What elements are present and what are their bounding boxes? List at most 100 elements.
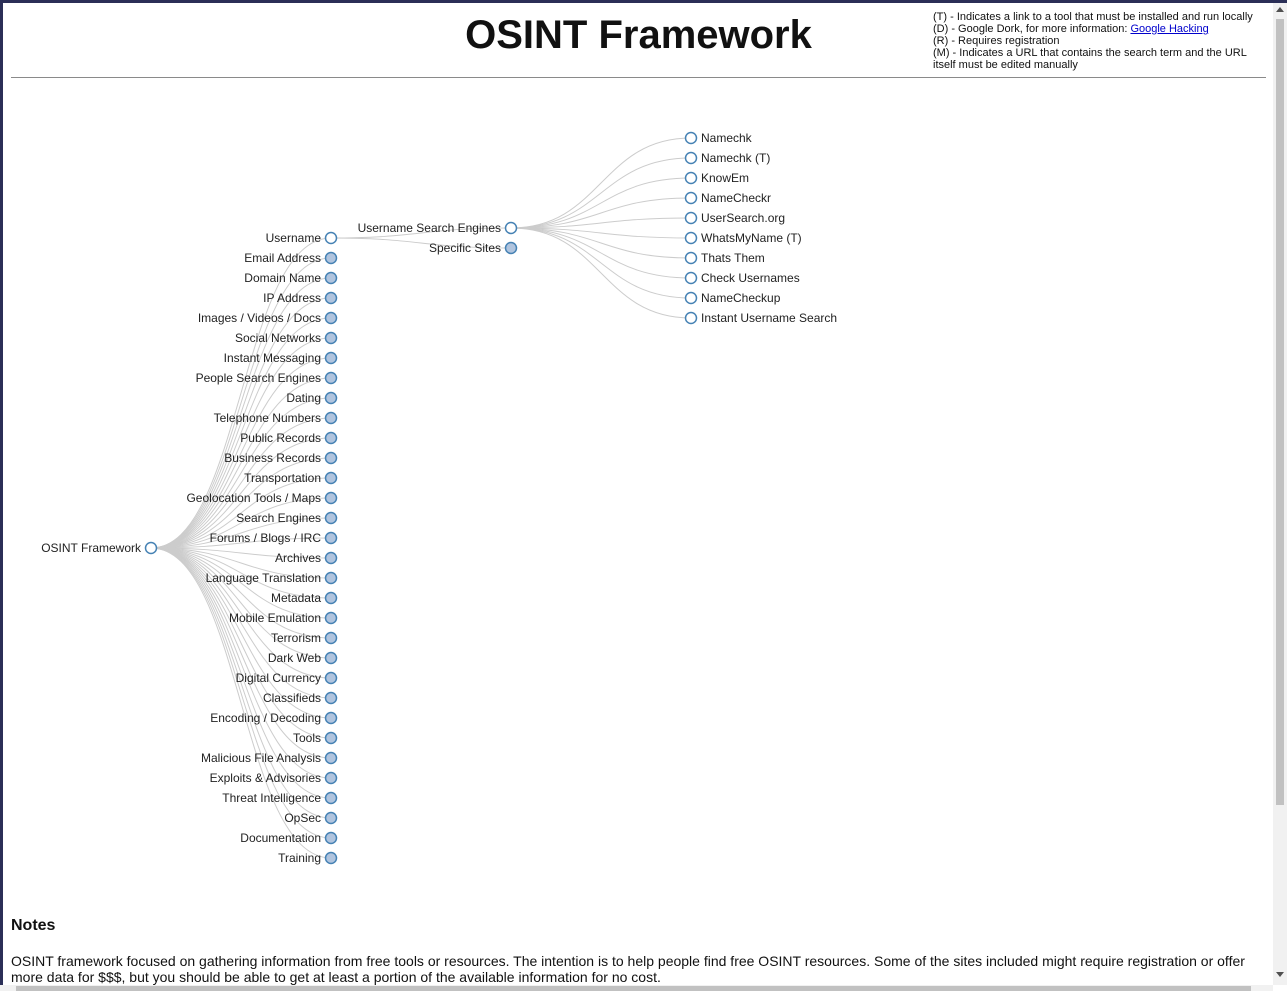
node-label[interactable]: IP Address — [263, 291, 321, 305]
tree-node-classifieds[interactable]: Classifieds — [263, 691, 338, 705]
node-circle-icon[interactable] — [324, 591, 338, 605]
node-circle-icon[interactable] — [324, 551, 338, 565]
node-circle-icon[interactable] — [684, 251, 698, 265]
tree-node-transportation[interactable]: Transportation — [244, 471, 338, 485]
vertical-scrollbar[interactable] — [1273, 3, 1287, 985]
node-label[interactable]: Language Translation — [206, 571, 321, 585]
node-label[interactable]: Business Records — [224, 451, 321, 465]
node-circle-icon[interactable] — [684, 291, 698, 305]
node-label[interactable]: Documentation — [240, 831, 321, 845]
tree-node-language-translation[interactable]: Language Translation — [206, 571, 338, 585]
tree-node-documentation[interactable]: Documentation — [240, 831, 338, 845]
vertical-scroll-thumb[interactable] — [1276, 19, 1284, 805]
node-label[interactable]: Threat Intelligence — [222, 791, 321, 805]
node-label[interactable]: People Search Engines — [196, 371, 321, 385]
node-circle-icon[interactable] — [144, 541, 158, 555]
tree-node-username-search-engines[interactable]: Username Search Engines — [358, 221, 518, 235]
tree-node-namechk[interactable]: Namechk — [684, 131, 753, 145]
tree-node-namecheckr[interactable]: NameCheckr — [684, 191, 772, 205]
node-label[interactable]: Instant Username Search — [701, 311, 837, 325]
node-label[interactable]: KnowEm — [701, 171, 749, 185]
node-circle-icon[interactable] — [684, 311, 698, 325]
node-circle-icon[interactable] — [324, 411, 338, 425]
node-label[interactable]: Username Search Engines — [358, 221, 501, 235]
node-circle-icon[interactable] — [684, 151, 698, 165]
tree-node-namechk-t[interactable]: Namechk (T) — [684, 151, 771, 165]
node-label[interactable]: Search Engines — [236, 511, 321, 525]
tree-node-whatsmyname-t[interactable]: WhatsMyName (T) — [684, 231, 802, 245]
node-circle-icon[interactable] — [324, 611, 338, 625]
node-label[interactable]: Check Usernames — [701, 271, 800, 285]
tree-node-images-videos-docs[interactable]: Images / Videos / Docs — [198, 311, 338, 325]
node-label[interactable]: Images / Videos / Docs — [198, 311, 321, 325]
node-label[interactable]: Dating — [286, 391, 321, 405]
node-circle-icon[interactable] — [324, 691, 338, 705]
node-label[interactable]: Dark Web — [268, 651, 321, 665]
node-label[interactable]: NameCheckup — [701, 291, 781, 305]
node-circle-icon[interactable] — [324, 651, 338, 665]
tree-node-terrorism[interactable]: Terrorism — [271, 631, 338, 645]
node-label[interactable]: Terrorism — [271, 631, 321, 645]
node-circle-icon[interactable] — [324, 291, 338, 305]
node-circle-icon[interactable] — [324, 431, 338, 445]
node-label[interactable]: OSINT Framework — [41, 541, 142, 555]
node-label[interactable]: Archives — [275, 551, 321, 565]
node-circle-icon[interactable] — [324, 731, 338, 745]
node-circle-icon[interactable] — [324, 271, 338, 285]
tree-node-exploits-advisories[interactable]: Exploits & Advisories — [210, 771, 338, 785]
node-label[interactable]: Thats Them — [701, 251, 765, 265]
node-label[interactable]: Exploits & Advisories — [210, 771, 321, 785]
tree-node-public-records[interactable]: Public Records — [240, 431, 338, 445]
node-circle-icon[interactable] — [684, 131, 698, 145]
node-label[interactable]: Username — [266, 231, 322, 245]
tree-node-knowem[interactable]: KnowEm — [684, 171, 750, 185]
node-circle-icon[interactable] — [324, 311, 338, 325]
node-label[interactable]: Public Records — [240, 431, 321, 445]
node-label[interactable]: Transportation — [244, 471, 321, 485]
tree-node-ip-address[interactable]: IP Address — [263, 291, 338, 305]
node-circle-icon[interactable] — [684, 271, 698, 285]
node-circle-icon[interactable] — [324, 711, 338, 725]
tree-node-threat-intelligence[interactable]: Threat Intelligence — [222, 791, 338, 805]
node-circle-icon[interactable] — [324, 851, 338, 865]
tree-node-mobile-emulation[interactable]: Mobile Emulation — [229, 611, 338, 625]
node-circle-icon[interactable] — [324, 631, 338, 645]
tree-node-social-networks[interactable]: Social Networks — [235, 331, 338, 345]
node-circle-icon[interactable] — [504, 241, 518, 255]
node-label[interactable]: Mobile Emulation — [229, 611, 321, 625]
node-label[interactable]: Telephone Numbers — [214, 411, 321, 425]
node-label[interactable]: Specific Sites — [429, 241, 501, 255]
tree-node-business-records[interactable]: Business Records — [224, 451, 338, 465]
tree-node-thats-them[interactable]: Thats Them — [684, 251, 765, 265]
tree-node-namecheckup[interactable]: NameCheckup — [684, 291, 781, 305]
tree-node-people-search-engines[interactable]: People Search Engines — [196, 371, 338, 385]
node-circle-icon[interactable] — [684, 171, 698, 185]
node-label[interactable]: Instant Messaging — [224, 351, 321, 365]
horizontal-scrollbar[interactable] — [0, 985, 1273, 991]
tree-node-usersearch-org[interactable]: UserSearch.org — [684, 211, 786, 225]
tree-node-geolocation-tools-maps[interactable]: Geolocation Tools / Maps — [186, 491, 338, 505]
tree-node-dark-web[interactable]: Dark Web — [268, 651, 338, 665]
node-circle-icon[interactable] — [324, 351, 338, 365]
node-circle-icon[interactable] — [324, 391, 338, 405]
node-circle-icon[interactable] — [324, 471, 338, 485]
node-circle-icon[interactable] — [324, 491, 338, 505]
tree-node-telephone-numbers[interactable]: Telephone Numbers — [214, 411, 338, 425]
node-circle-icon[interactable] — [324, 371, 338, 385]
node-circle-icon[interactable] — [324, 451, 338, 465]
node-label[interactable]: Namechk — [701, 131, 753, 145]
node-circle-icon[interactable] — [324, 751, 338, 765]
node-label[interactable]: Digital Currency — [236, 671, 321, 685]
tree-node-tools[interactable]: Tools — [293, 731, 338, 745]
tree-node-osint-framework[interactable]: OSINT Framework — [41, 541, 158, 555]
node-circle-icon[interactable] — [324, 791, 338, 805]
tree-node-search-engines[interactable]: Search Engines — [236, 511, 338, 525]
tree-node-archives[interactable]: Archives — [275, 551, 338, 565]
tree-node-training[interactable]: Training — [278, 851, 338, 865]
node-label[interactable]: Encoding / Decoding — [210, 711, 321, 725]
node-circle-icon[interactable] — [684, 231, 698, 245]
scroll-down-arrow-icon[interactable] — [1276, 972, 1284, 977]
tree-node-instant-messaging[interactable]: Instant Messaging — [224, 351, 338, 365]
tree-node-check-usernames[interactable]: Check Usernames — [684, 271, 800, 285]
tree-node-opsec[interactable]: OpSec — [284, 811, 338, 825]
